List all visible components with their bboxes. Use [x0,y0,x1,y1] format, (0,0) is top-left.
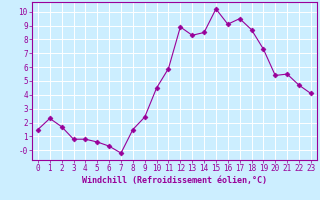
X-axis label: Windchill (Refroidissement éolien,°C): Windchill (Refroidissement éolien,°C) [82,176,267,185]
